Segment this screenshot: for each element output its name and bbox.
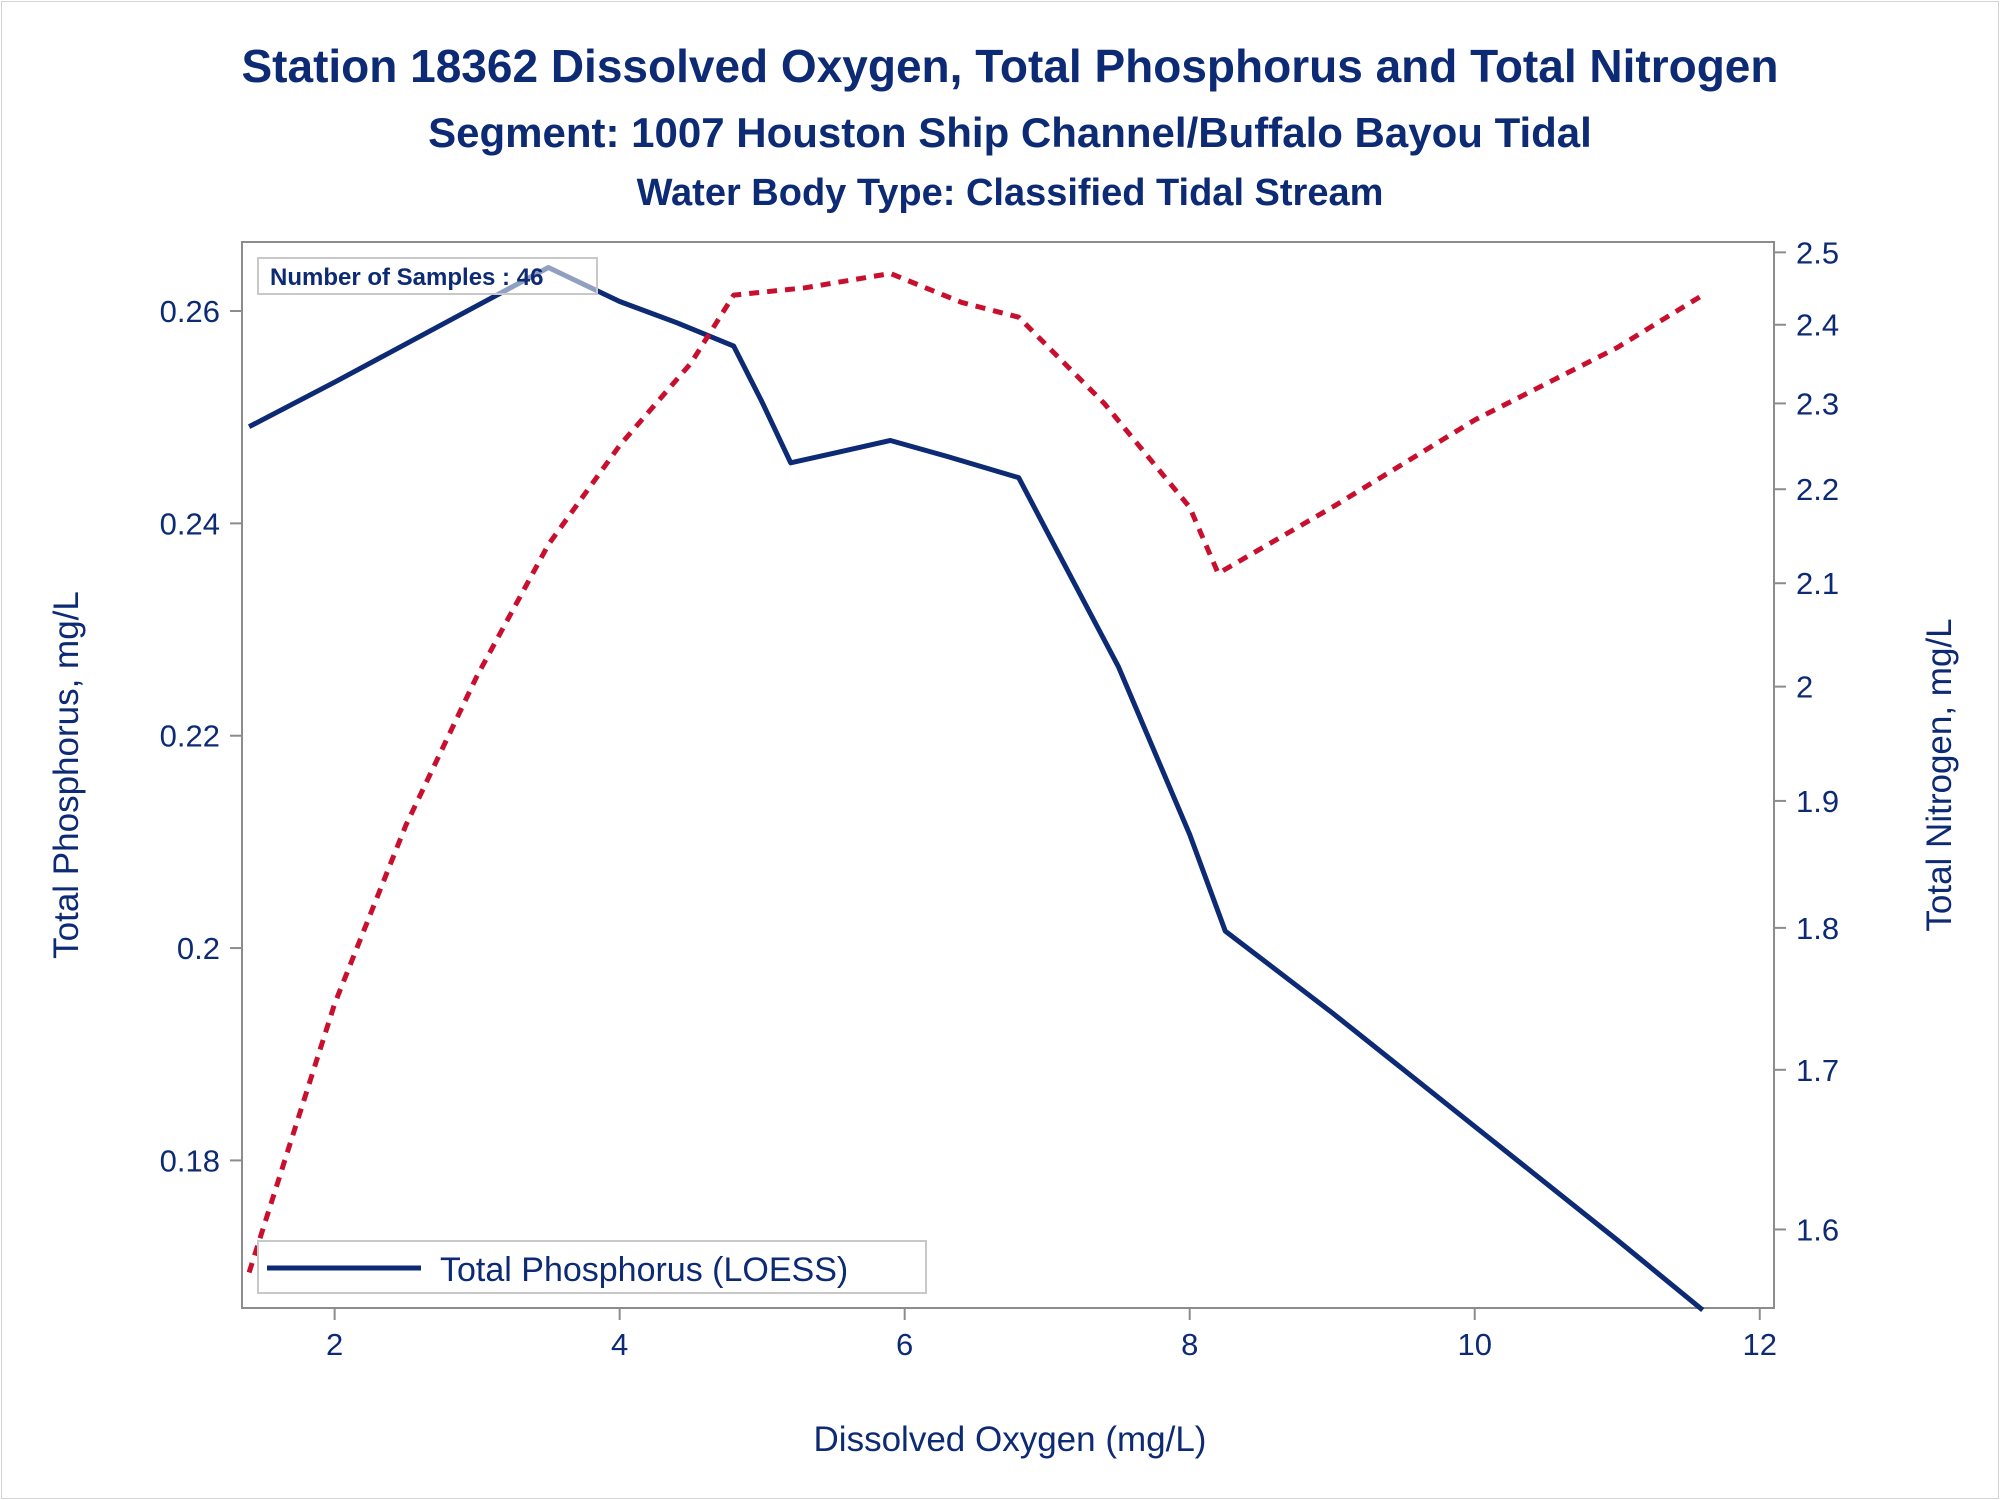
y2-tick-label: 2.2 xyxy=(1796,472,1839,507)
y2-tick-label: 1.9 xyxy=(1796,784,1839,819)
plot-area xyxy=(241,241,1775,1309)
legend-entry-phosphorus: Total Phosphorus (LOESS) xyxy=(440,1251,848,1289)
y2-tick-label: 2.3 xyxy=(1796,386,1839,421)
chart-subtitle-2: Water Body Type: Classified Tidal Stream xyxy=(637,172,1384,214)
x-axis-label: Dissolved Oxygen (mg/L) xyxy=(814,1420,1207,1459)
x-tick-label: 4 xyxy=(611,1327,628,1362)
y-tick-label: 0.22 xyxy=(160,719,220,754)
y2-tick-label: 1.8 xyxy=(1796,911,1839,946)
y-tick-label: 0.18 xyxy=(160,1143,220,1178)
y2-tick-label: 2.5 xyxy=(1796,235,1839,270)
y-tick-label: 0.26 xyxy=(160,294,220,329)
series-line-nitrogen xyxy=(246,271,1705,1274)
x-axis: 2 4 6 8 10 12 xyxy=(326,1308,1777,1362)
y2-tick-label: 1.7 xyxy=(1796,1053,1839,1088)
y2-tick-label: 2.4 xyxy=(1796,308,1839,343)
y-tick-label: 0.24 xyxy=(160,506,220,541)
y2-axis-label: Total Nitrogen, mg/L xyxy=(1920,618,1959,931)
y2-tick-label: 1.6 xyxy=(1796,1212,1839,1247)
x-tick-label: 8 xyxy=(1181,1327,1198,1362)
y2-tick-label: 2.1 xyxy=(1796,566,1839,601)
chart-subtitle: Segment: 1007 Houston Ship Channel/Buffa… xyxy=(428,109,1592,156)
series-line-phosphorus xyxy=(247,265,1705,1313)
series-layer xyxy=(246,265,1705,1313)
sample-count-box xyxy=(257,257,598,295)
x-tick-label: 12 xyxy=(1743,1327,1777,1362)
x-tick-label: 6 xyxy=(896,1327,913,1362)
chart-title: Station 18362 Dissolved Oxygen, Total Ph… xyxy=(241,40,1778,92)
sample-count-annotation: Number of Samples : 46 xyxy=(270,264,543,291)
x-tick-label: 2 xyxy=(326,1327,343,1362)
x-tick-label: 10 xyxy=(1457,1327,1491,1362)
y2-tick-label: 2 xyxy=(1796,670,1813,705)
y-axis-label: Total Phosphorus, mg/L xyxy=(47,591,86,959)
y-axis-left: 0.18 0.2 0.22 0.24 0.26 xyxy=(160,294,242,1178)
y-tick-label: 0.2 xyxy=(177,931,220,966)
y-axis-right: 1.6 1.7 1.8 1.9 2 2.1 2.2 2.3 2.4 2.5 xyxy=(1774,235,1839,1247)
